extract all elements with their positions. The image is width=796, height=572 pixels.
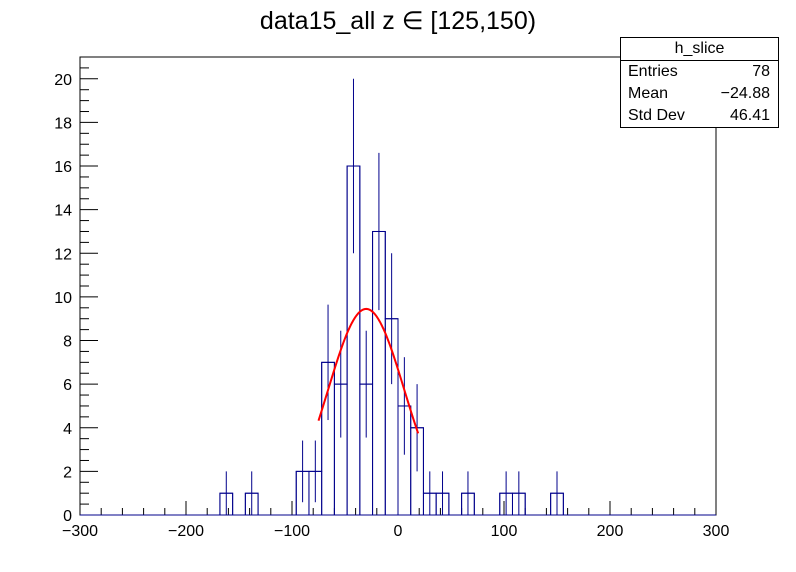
stats-histogram-name: h_slice [621,38,778,61]
x-axis: −300 −200 −100 0 100 200 300 [62,501,729,540]
stats-row-stddev: Std Dev 46.41 [621,105,778,127]
stats-row-mean: Mean −24.88 [621,83,778,105]
y-tick-label: 14 [54,203,72,220]
stats-box: h_slice Entries 78 Mean −24.88 Std Dev 4… [620,37,779,128]
x-tick-label: 300 [703,523,730,540]
histogram-bins [80,165,716,516]
x-tick-label: −100 [274,523,310,540]
y-tick-label: 0 [63,508,72,525]
y-tick-label: 8 [63,334,72,351]
gaussian-fit-curve [317,307,420,434]
y-tick-label: 18 [54,115,72,132]
stats-label: Std Dev [628,107,685,124]
x-tick-label: −200 [168,523,204,540]
stats-value: 78 [752,63,770,80]
stats-label: Entries [628,63,678,80]
y-tick-label: 2 [63,464,72,481]
y-tick-label: 20 [54,72,72,89]
x-tick-label: −300 [62,523,98,540]
y-tick-label: 6 [63,377,72,394]
x-tick-label: 0 [394,523,403,540]
y-tick-label: 12 [54,246,72,263]
stats-value: 46.41 [729,107,770,124]
stats-value: −24.88 [720,85,770,102]
stats-row-entries: Entries 78 [621,61,778,83]
y-tick-label: 4 [63,421,72,438]
y-tick-label: 10 [54,290,72,307]
x-tick-label: 100 [491,523,518,540]
stats-label: Mean [628,85,669,102]
x-tick-label: 200 [597,523,624,540]
y-tick-label: 16 [54,159,72,176]
error-bars [225,78,558,515]
chart-title: data15_all z ∈ [125,150) [259,7,537,35]
y-axis: 0 2 4 6 8 10 12 14 16 18 20 [54,56,98,525]
